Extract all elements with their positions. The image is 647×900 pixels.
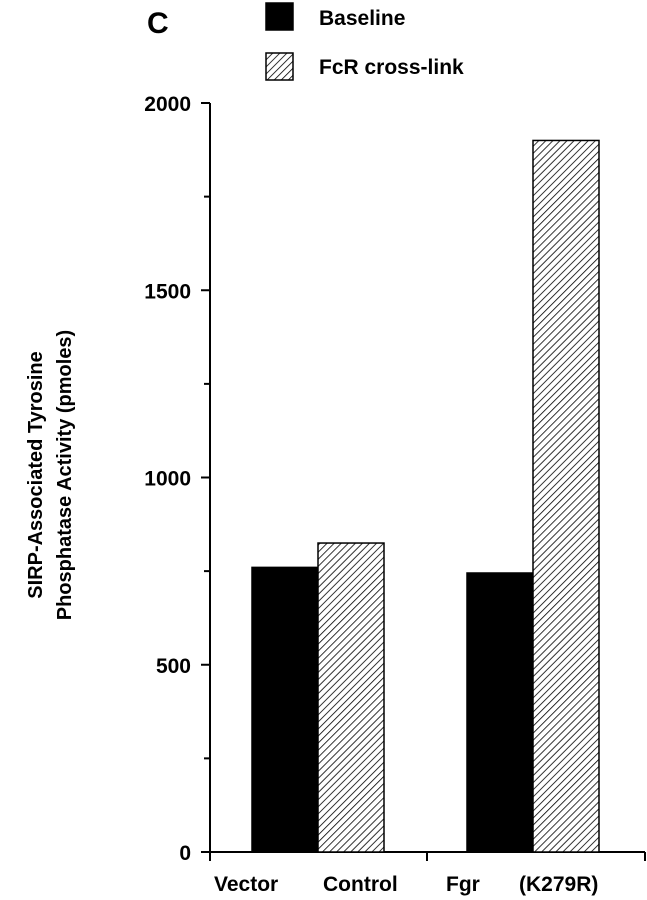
legend-label-fcr-cross-link: FcR cross-link [319,56,464,79]
y-axis-title: SIRP-Associated Tyrosine Phosphatase Act… [25,330,76,620]
bar-baseline-vector-control [251,566,319,853]
bar-fcr-cross-link-fgr-k279r [532,139,600,853]
bar-baseline-fgr-k279r [466,572,534,853]
panel-label: C [147,7,169,40]
x-category-label: Vector [214,873,278,896]
x-axis-labels: Vector Control Fgr (K279R) [214,873,598,896]
y-axis-title-line-2: Phosphatase Activity (pmoles) [54,330,76,620]
y-tick-label: 2000 [144,93,191,116]
bars [251,139,600,853]
legend-swatch-baseline [265,2,294,31]
bar-fcr-cross-link-vector-control [317,542,385,853]
y-tick-label: 1500 [144,280,191,303]
x-category-label: Control [323,873,398,896]
legend-swatch-fcr-cross-link [265,52,294,81]
x-category-label: Fgr [446,873,480,896]
axes: 0 500 1000 1500 2000 [144,93,646,865]
y-tick-label: 500 [156,655,191,678]
legend: Baseline FcR cross-link [265,2,464,81]
y-axis-title-line-1: SIRP-Associated Tyrosine [25,351,47,598]
x-category-label: (K279R) [519,873,598,896]
legend-label-baseline: Baseline [319,7,405,30]
y-tick-label: 1000 [144,468,191,491]
y-tick-label: 0 [179,842,191,865]
